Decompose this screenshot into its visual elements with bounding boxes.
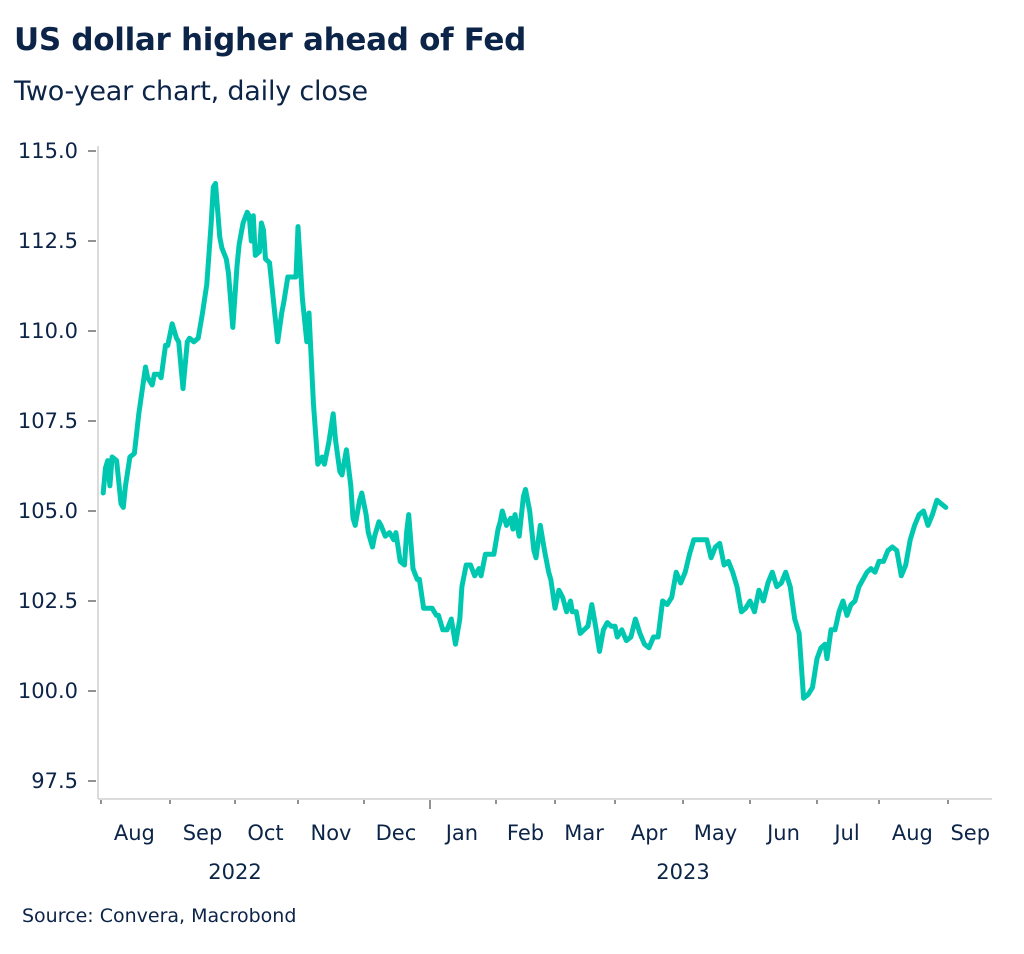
y-axis-ticks: 115.0 112.5 110.0 107.5 105.0 102.5 100.0 97.5: [18, 139, 96, 793]
x-tick-label: Nov: [311, 821, 352, 845]
x-tick-label: May: [694, 821, 737, 845]
x-tick-label: Apr: [631, 821, 668, 845]
y-tick-label: 115.0: [18, 139, 78, 163]
x-tick-label: Aug: [892, 821, 933, 845]
x-tick-label: Jan: [444, 821, 478, 845]
series-layer: [100, 180, 949, 701]
y-tick-label: 107.5: [18, 409, 78, 433]
x-tick-label: Jul: [832, 821, 859, 845]
y-tick-label: 97.5: [31, 769, 78, 793]
source-note: Source: Convera, Macrobond: [22, 905, 297, 927]
x-tick-label: Aug: [114, 821, 155, 845]
y-tick-label: 100.0: [18, 679, 78, 703]
x-year-label: 2022: [208, 860, 261, 884]
x-year-label: 2023: [656, 860, 709, 884]
x-tick-label: Dec: [376, 821, 417, 845]
x-tick-label: Oct: [247, 821, 283, 845]
chart-title: US dollar higher ahead of Fed: [14, 22, 527, 58]
x-tick-label: Sep: [950, 821, 990, 845]
y-tick-label: 110.0: [18, 319, 78, 343]
chart-subtitle: Two-year chart, daily close: [14, 76, 368, 107]
series-line: [100, 180, 949, 701]
y-tick-label: 102.5: [18, 589, 78, 613]
axes: [97, 146, 992, 800]
x-tick-label: Sep: [183, 821, 223, 845]
x-tick-label: Mar: [564, 821, 604, 845]
x-tick-label: Jun: [765, 821, 800, 845]
x-axis-ticks: Aug Sep Oct Nov Dec Jan Feb Mar Apr May Jun Jul Aug S…: [100, 800, 990, 884]
y-tick-label: 112.5: [18, 229, 78, 253]
x-tick-label: Feb: [507, 821, 544, 845]
y-tick-label: 105.0: [18, 499, 78, 523]
